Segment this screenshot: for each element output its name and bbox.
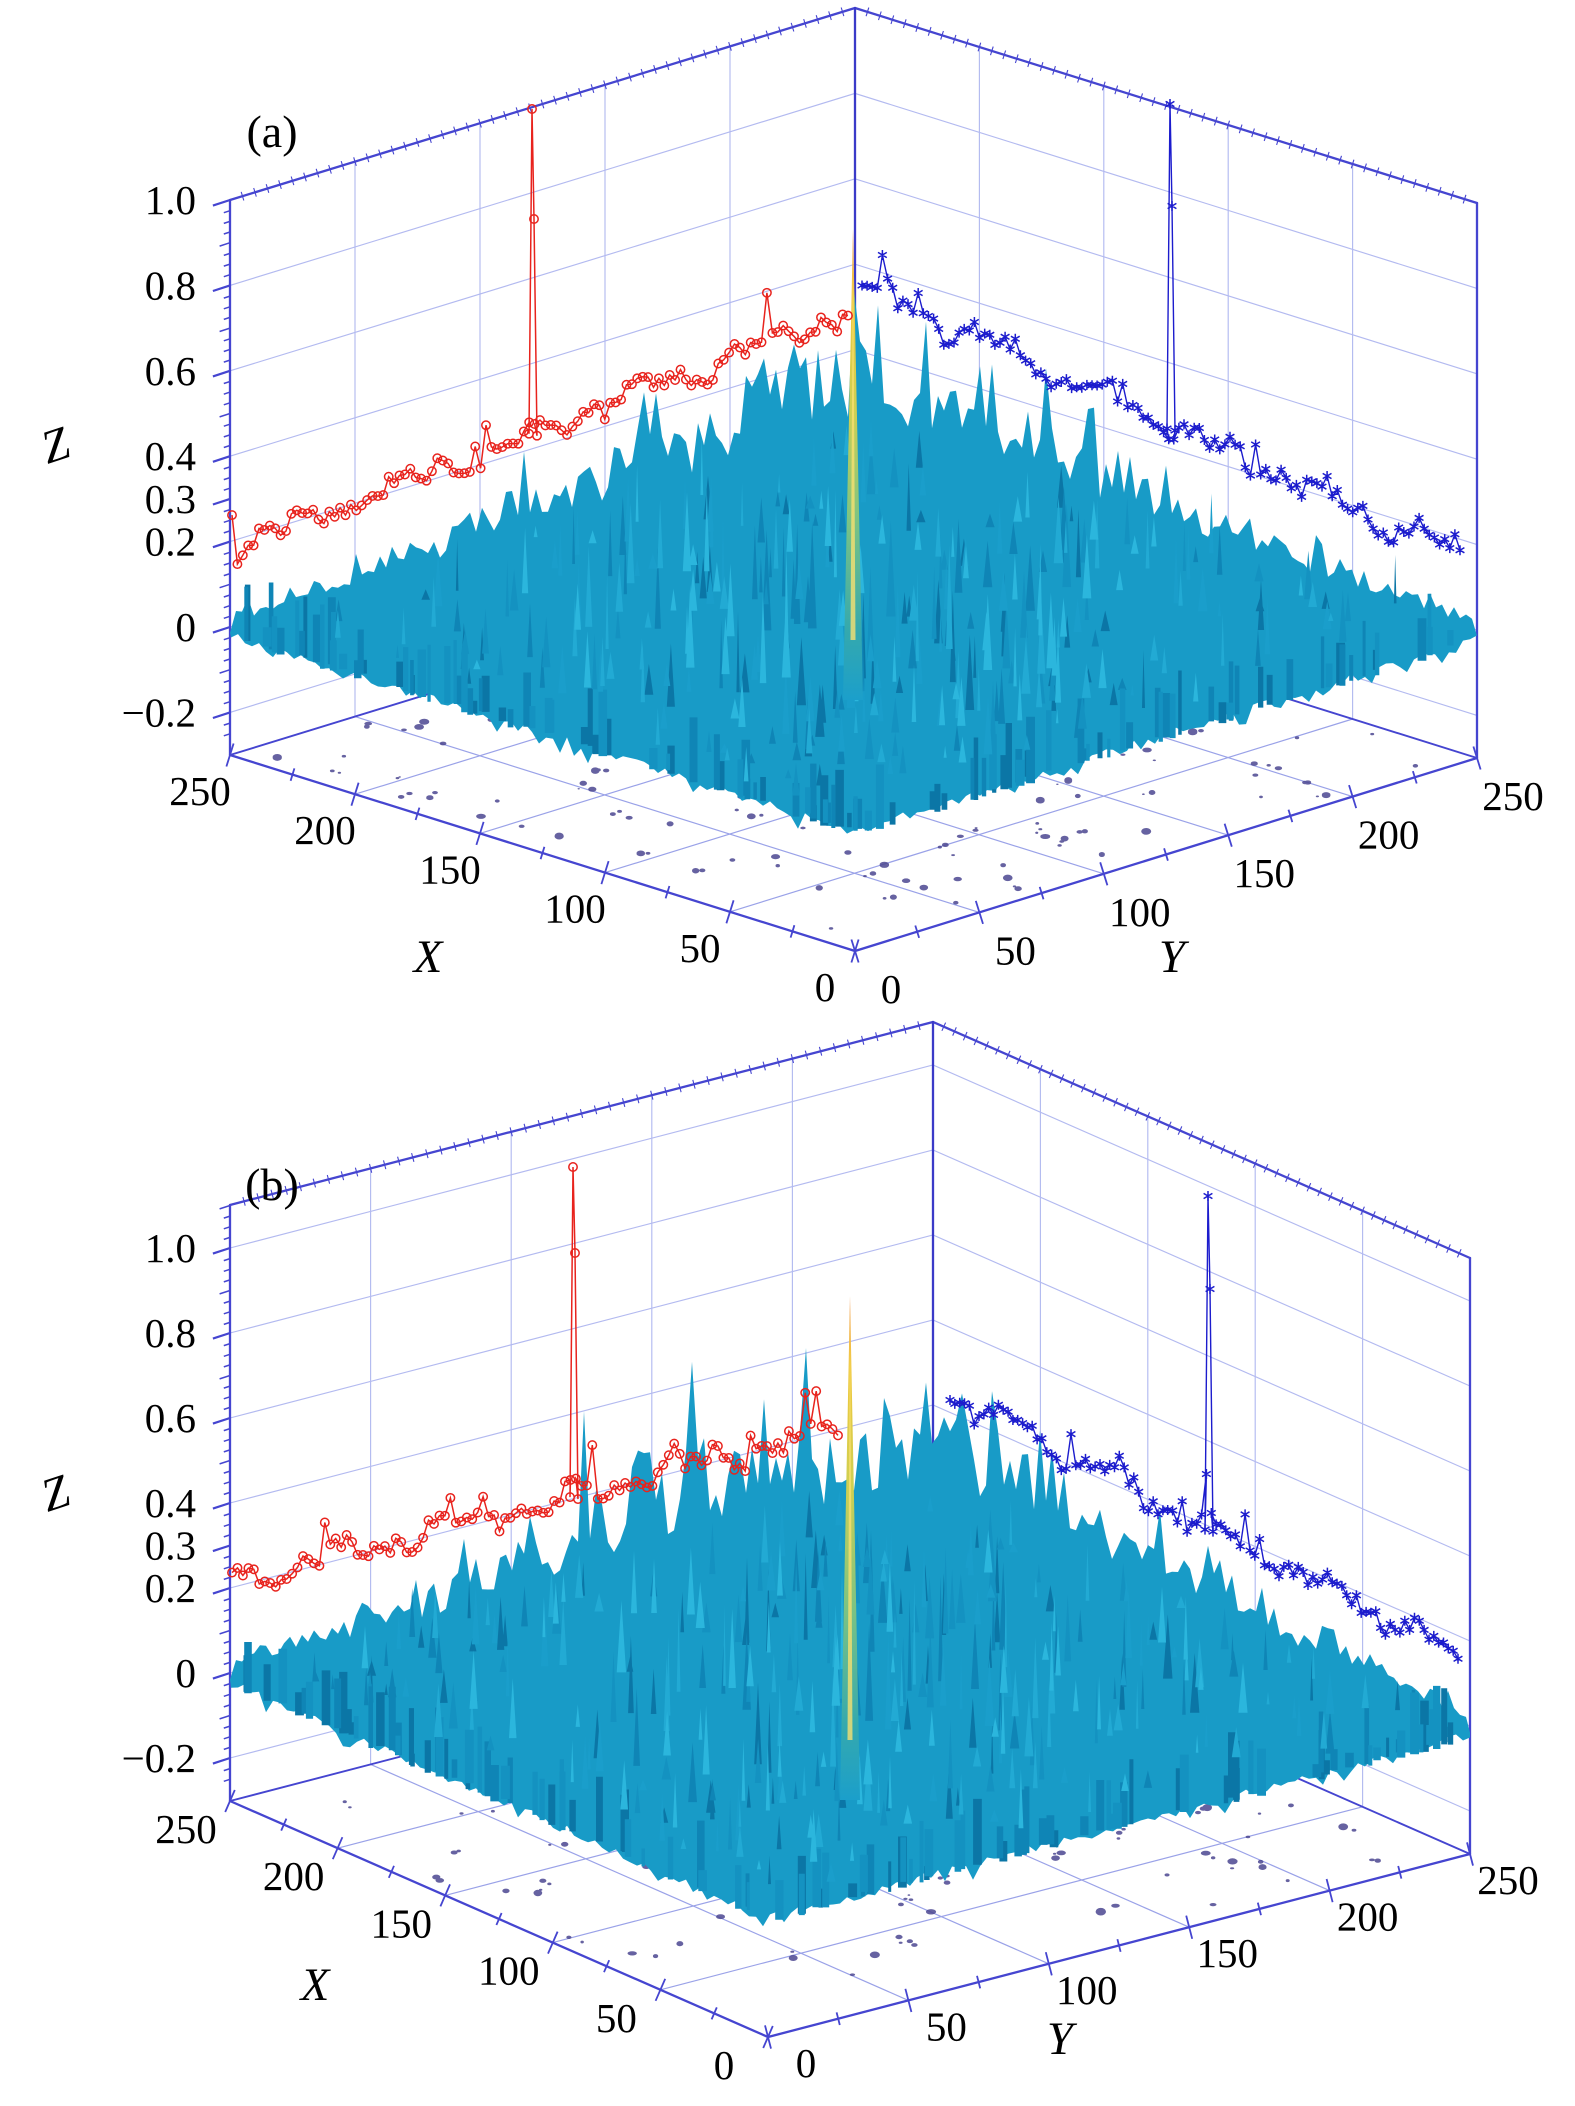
profile-blue xyxy=(945,1191,1463,1664)
y-axis-title: Y xyxy=(1159,931,1190,983)
asterisk-markers xyxy=(945,1191,1463,1664)
y-tick-label: 250 xyxy=(1477,1857,1539,1903)
x-tick-label: 50 xyxy=(596,1995,637,2041)
z-tick-label: 0.8 xyxy=(145,262,196,308)
panel-label: (a) xyxy=(246,106,297,157)
x-tick-label: 100 xyxy=(478,1948,540,1994)
z-tick-label: 0.2 xyxy=(145,1565,196,1611)
x-tick-label: 150 xyxy=(419,846,481,892)
z-tick-label: 1.0 xyxy=(145,1225,196,1271)
x-tick-label: 0 xyxy=(714,2042,735,2088)
z-tick-label: 0.3 xyxy=(145,476,196,522)
panel-b: 1.0 0.8 0.6 0.40.30.2 0 −0.2 250 200 150 100 50 0 0 5… xyxy=(35,1020,1539,2088)
z-tick-label: 1.0 xyxy=(145,177,196,223)
z-axis-ticks xyxy=(212,198,231,737)
x-tick-label: 250 xyxy=(155,1806,217,1852)
y-tick-label: 100 xyxy=(1109,889,1171,935)
asterisk-markers xyxy=(857,99,1465,556)
profile-blue xyxy=(857,99,1465,556)
z-tick-label: −0.2 xyxy=(122,1735,196,1781)
y-tick-label: 100 xyxy=(1056,1967,1118,2013)
y-tick-label: 200 xyxy=(1337,1894,1399,1940)
z-tick-label: 0 xyxy=(176,1650,197,1696)
x-axis-title: X xyxy=(299,1959,332,2011)
z-axis-title: Z xyxy=(35,1465,77,1523)
surface-peak-highlight xyxy=(850,237,856,640)
z-axis-ticks xyxy=(212,1204,231,1783)
z-axis-title: Z xyxy=(35,417,77,475)
circle-markers xyxy=(227,104,853,570)
z-tick-label: 0.6 xyxy=(145,1395,196,1441)
y-tick-label: 250 xyxy=(1482,773,1544,819)
z-tick-label: 0.3 xyxy=(145,1523,196,1569)
z-tick-label: 0.4 xyxy=(145,433,196,479)
surface-peak-highlight xyxy=(847,1304,853,1740)
y-tick-label: 50 xyxy=(926,2003,967,2049)
y-tick-label: 0 xyxy=(881,966,902,1012)
x-tick-label: 100 xyxy=(544,886,606,932)
surface-texture xyxy=(244,420,1454,831)
surface-texture xyxy=(243,1489,1454,1920)
x-tick-label: 0 xyxy=(815,964,836,1010)
tick-labels: 1.0 0.8 0.6 0.40.30.2 0 −0.2 250 200 150 100 50 0 0 5… xyxy=(122,1225,1539,2088)
y-tick-label: 150 xyxy=(1233,850,1295,896)
z-tick-label: 0.4 xyxy=(145,1480,196,1526)
y-tick-label: 50 xyxy=(995,927,1036,973)
panel-label: (b) xyxy=(245,1159,299,1210)
profile-red xyxy=(227,1162,843,1592)
x-tick-label: 150 xyxy=(370,1900,432,1946)
z-tick-label: 0.2 xyxy=(145,519,196,565)
profile-red xyxy=(227,104,853,570)
y-tick-label: 150 xyxy=(1196,1930,1258,1976)
circle-markers xyxy=(227,1162,843,1592)
x-tick-label: 50 xyxy=(680,925,721,971)
x-tick-label: 200 xyxy=(294,807,356,853)
x-tick-label: 250 xyxy=(169,768,231,814)
z-tick-label: 0.8 xyxy=(145,1310,196,1356)
z-tick-label: 0.6 xyxy=(145,348,196,394)
y-tick-label: 0 xyxy=(796,2040,817,2086)
x-axis-title: X xyxy=(412,931,445,983)
y-axis-title: Y xyxy=(1047,2013,1078,2065)
y-tick-label: 200 xyxy=(1358,812,1420,858)
x-tick-label: 200 xyxy=(263,1853,325,1899)
z-tick-label: −0.2 xyxy=(122,689,196,735)
z-tick-label: 0 xyxy=(176,604,197,650)
